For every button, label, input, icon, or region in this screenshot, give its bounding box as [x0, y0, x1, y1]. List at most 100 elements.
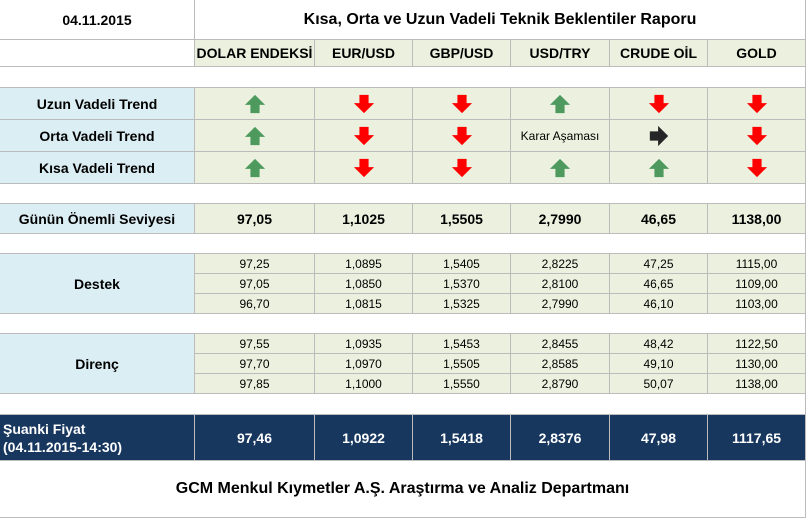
resistance-label: Direnç	[0, 334, 195, 394]
trend-cell	[413, 152, 511, 184]
resistance-value-text: 2,8790	[541, 376, 579, 391]
resistance-value: 1,0970	[315, 354, 413, 374]
resistance-value: 97,70	[195, 354, 315, 374]
current-price-title: Şuanki Fiyat	[3, 420, 86, 437]
resistance-value: 97,55	[195, 334, 315, 354]
support-value: 96,70	[195, 294, 315, 314]
trend-label: Uzun Vadeli Trend	[0, 88, 195, 120]
key-level-value: 97,05	[195, 204, 315, 234]
column-header: CRUDE OİL	[610, 40, 708, 67]
key-level-value-text: 1,5505	[440, 210, 483, 227]
key-level-value: 1,5505	[413, 204, 511, 234]
column-header: EUR/USD	[315, 40, 413, 67]
trend-cell	[511, 88, 610, 120]
resistance-value-text: 1130,00	[735, 356, 778, 371]
trend-cell	[610, 120, 708, 152]
resistance-value: 97,85	[195, 374, 315, 394]
arrow-up-icon	[549, 94, 571, 113]
current-price-value: 97,46	[195, 415, 315, 461]
resistance-value-text: 1,5550	[443, 376, 480, 391]
resistance-value-text: 1,5453	[443, 336, 480, 351]
support-value-text: 46,10	[643, 296, 674, 311]
support-value: 2,8225	[511, 254, 610, 274]
current-price-value: 47,98	[610, 415, 708, 461]
resistance-value: 1,1000	[315, 374, 413, 394]
trend-label-text: Orta Vadeli Trend	[39, 127, 155, 144]
arrow-down-icon	[353, 126, 374, 145]
support-label: Destek	[0, 254, 195, 314]
trend-cell	[708, 120, 806, 152]
arrow-down-icon	[746, 158, 767, 177]
trend-cell	[315, 88, 413, 120]
support-value: 46,65	[610, 274, 708, 294]
column-header-text: CRUDE OİL	[620, 45, 697, 61]
support-value: 47,25	[610, 254, 708, 274]
resistance-value: 1,5453	[413, 334, 511, 354]
arrow-right-icon	[649, 125, 668, 146]
column-header: GOLD	[708, 40, 806, 67]
arrow-up-icon	[549, 158, 571, 177]
trend-cell	[195, 152, 315, 184]
trend-cell	[708, 88, 806, 120]
arrow-down-icon	[746, 94, 767, 113]
arrow-down-icon	[353, 94, 374, 113]
support-value: 1103,00	[708, 294, 806, 314]
support-value-text: 2,7990	[541, 296, 579, 311]
resistance-value: 1,5550	[413, 374, 511, 394]
footer-department: GCM Menkul Kıymetler A.Ş. Araştırma ve A…	[0, 461, 806, 518]
trend-cell	[413, 120, 511, 152]
current-price-value: 2,8376	[511, 415, 610, 461]
trend-cell	[610, 152, 708, 184]
spacer-row	[0, 394, 806, 415]
column-header: DOLAR ENDEKSİ	[195, 40, 315, 67]
key-level-value: 2,7990	[511, 204, 610, 234]
support-value-text: 1109,00	[735, 276, 778, 291]
support-value: 97,25	[195, 254, 315, 274]
support-value-text: 97,05	[239, 276, 270, 291]
support-value-text: 97,25	[239, 256, 270, 271]
current-price-timestamp: (04.11.2015-14:30)	[3, 438, 123, 455]
support-value: 1,0815	[315, 294, 413, 314]
resistance-value: 48,42	[610, 334, 708, 354]
key-level-value-text: 1,1025	[342, 210, 385, 227]
key-level-value-text: 2,7990	[538, 210, 582, 227]
key-level-value-text: 46,65	[640, 210, 677, 227]
resistance-value-text: 1138,00	[735, 376, 778, 391]
trend-cell	[610, 88, 708, 120]
report-title-text: Kısa, Orta ve Uzun Vadeli Teknik Beklent…	[303, 10, 697, 28]
arrow-down-icon	[746, 126, 767, 145]
arrow-up-icon	[648, 158, 669, 177]
arrow-down-icon	[451, 158, 472, 177]
resistance-value-text: 2,8585	[541, 356, 579, 371]
support-value-text: 2,8225	[541, 256, 579, 271]
spacer-row	[0, 314, 806, 334]
support-value: 1115,00	[708, 254, 806, 274]
resistance-value-text: 1,0935	[345, 336, 382, 351]
resistance-value: 1122,50	[708, 334, 806, 354]
resistance-value-text: 1122,50	[735, 336, 778, 351]
trend-cell	[315, 152, 413, 184]
header-blank	[0, 40, 195, 67]
spacer-row	[0, 234, 806, 254]
resistance-value: 2,8455	[511, 334, 610, 354]
spacer-row	[0, 184, 806, 204]
support-value-text: 1115,00	[735, 256, 778, 271]
current-price-value-text: 97,46	[236, 429, 273, 446]
resistance-value-text: 97,55	[239, 336, 270, 351]
current-price-value: 1,0922	[315, 415, 413, 461]
resistance-value-text: 2,8455	[541, 336, 579, 351]
support-value: 97,05	[195, 274, 315, 294]
column-header-text: USD/TRY	[529, 45, 591, 61]
trend-cell	[413, 88, 511, 120]
trend-label-text: Uzun Vadeli Trend	[36, 95, 158, 112]
arrow-down-icon	[451, 126, 472, 145]
support-value: 1,5325	[413, 294, 511, 314]
support-value: 1,5370	[413, 274, 511, 294]
support-value-text: 96,70	[239, 296, 270, 311]
current-price-value-text: 1,5418	[440, 429, 483, 446]
decision-phase-text: Karar Aşaması	[520, 128, 600, 143]
current-price-value: 1117,65	[708, 415, 806, 461]
resistance-value-text: 1,1000	[345, 376, 382, 391]
support-value: 1,0895	[315, 254, 413, 274]
